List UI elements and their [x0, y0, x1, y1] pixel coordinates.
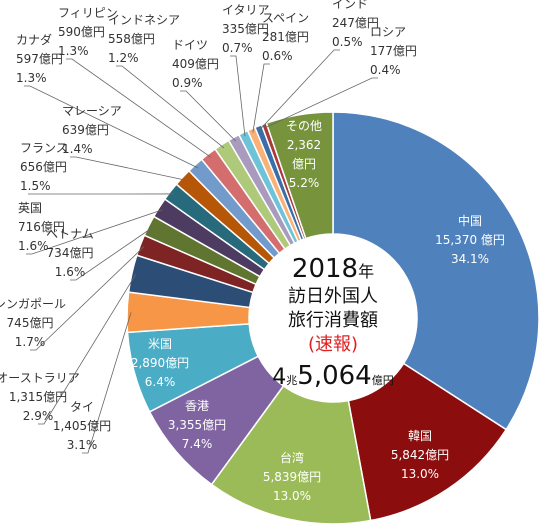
slice-label: マレーシア 639億円 1.4%: [62, 104, 122, 156]
center-line1: 訪日外国人: [288, 286, 378, 307]
leader-line: [24, 85, 199, 169]
slice-label: インド 247億円 0.5%: [332, 0, 379, 49]
slice-label: シンガポール 745億円 1.7%: [0, 297, 66, 349]
slice-その他: [265, 111, 334, 240]
leader-line: [70, 227, 153, 281]
slice-label: ベトナム 734億円 1.6%: [46, 227, 94, 279]
leader-line: [26, 209, 163, 255]
slice-labels: 中国 15,370 億円 34.1% 韓国 5,842億円 13.0% 台湾 5,839億円 1…: [0, 0, 505, 503]
center-line3: (速報): [308, 334, 358, 355]
slice-label: 米国 2,890億円 6.4%: [131, 337, 189, 389]
leader-line: [180, 90, 236, 142]
slice-label: フランス 656億円 1.5%: [20, 141, 68, 193]
slice-label: スペイン 281億円 0.6%: [262, 11, 309, 63]
slice-中国: [332, 111, 540, 431]
leader-line: [38, 274, 137, 425]
slice-label: カナダ 597億円 1.3%: [16, 32, 63, 85]
leader-line: [252, 63, 270, 133]
leader-line: [82, 312, 132, 454]
slice-label: 香港 3,355億円 7.4%: [168, 399, 226, 451]
leader-line: [265, 77, 378, 129]
slice-label: 韓国 5,842億円 13.0%: [391, 429, 449, 481]
leader-lines: [24, 49, 378, 454]
slice-label: 英国 716億円 1.6%: [18, 201, 65, 253]
slice-label: タイ 1,405億円 3.1%: [53, 400, 111, 452]
slice-label: 台湾 5,839億円 13.0%: [263, 450, 321, 503]
slice-label: ドイツ 409億円 0.9%: [172, 38, 219, 90]
leader-line: [30, 246, 145, 351]
center-line2: 旅行消費額: [288, 310, 378, 331]
center-label: 2018年 訪日外国人 旅行消費額 (速報) 4兆5,064億円: [272, 254, 393, 391]
center-year: 2018年: [292, 254, 374, 284]
leader-line: [70, 156, 186, 181]
leader-line: [259, 49, 340, 131]
slice-台湾: [210, 384, 372, 525]
leader-line: [66, 58, 211, 158]
slice-label: フィリピン 590億円 1.3%: [58, 6, 118, 58]
leader-line: [116, 65, 225, 149]
center-total: 4兆5,064億円: [272, 361, 393, 391]
leader-line: [230, 55, 246, 137]
slice-label: ロシア 177億円 0.4%: [370, 25, 417, 77]
slice-label: イタリア 335億円 0.7%: [222, 3, 270, 55]
slice-label: その他 2,362 億円 5.2%: [286, 119, 322, 190]
slice-label: オーストラリア 1,315億円 2.9%: [0, 371, 80, 423]
slice-label: インドネシア 558億円 1.2%: [108, 13, 180, 65]
slice-韓国: [347, 362, 508, 522]
slice-label: 中国 15,370 億円 34.1%: [435, 213, 505, 266]
